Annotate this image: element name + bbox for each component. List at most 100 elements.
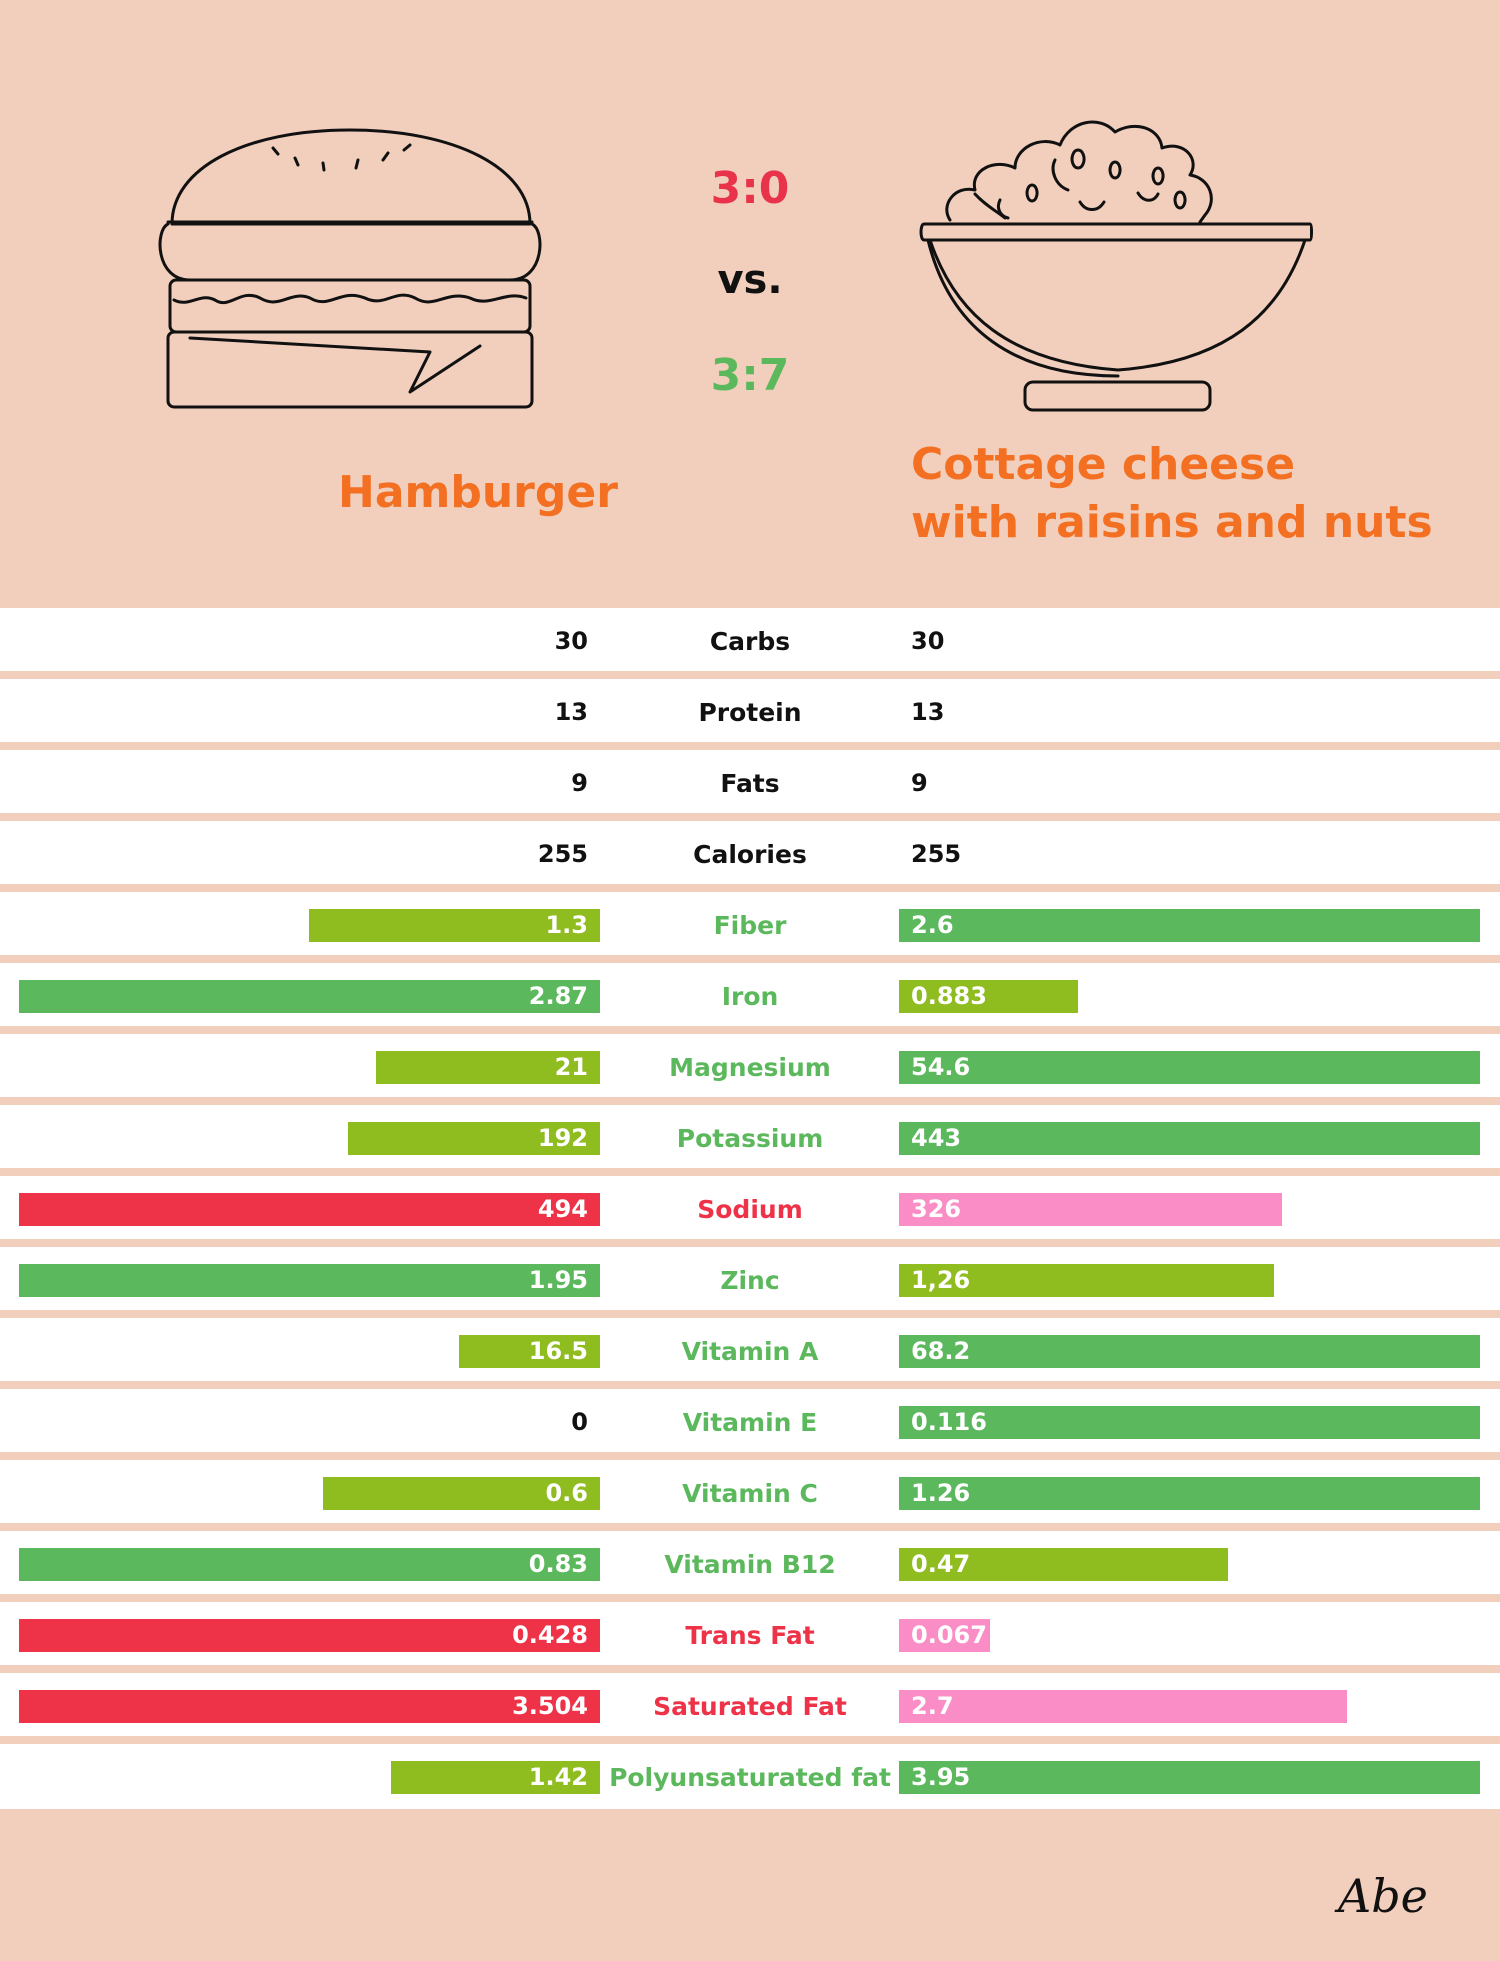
hamburger-icon: [158, 128, 542, 409]
header: 3:0 vs. 3:7 Hamburger Cottage cheese wit…: [0, 0, 1500, 608]
table-row: 2.87 Iron 0.883: [0, 963, 1500, 1034]
svg-text:Abe: Abe: [1334, 1869, 1428, 1923]
table-row: 13 Protein 13: [0, 679, 1500, 750]
nutrient-label: Calories: [693, 840, 807, 869]
table-row: 1.95 Zinc 1,26: [0, 1247, 1500, 1318]
nutrient-label: Protein: [698, 698, 802, 727]
hamburger-value: 3.504: [512, 1692, 588, 1720]
cottage-cheese-bar: [899, 1619, 990, 1652]
nutrient-label: Carbs: [709, 627, 791, 656]
table-row: 494 Sodium 326: [0, 1176, 1500, 1247]
nutrient-label: Trans Fat: [685, 1621, 815, 1650]
hamburger-value: 2.87: [528, 982, 588, 1010]
hamburger-bar: [376, 1051, 600, 1084]
cottage-cheese-bar: [899, 1335, 1480, 1368]
cottage-cheese-bar: [899, 1548, 1228, 1581]
cottage-cheese-value: 54.6: [911, 1053, 971, 1081]
cottage-cheese-value: 30: [911, 627, 945, 655]
cottage-cheese-value: 3.95: [911, 1763, 971, 1791]
hamburger-value: 192: [537, 1124, 588, 1152]
table-row: 3.504 Saturated Fat 2.7: [0, 1673, 1500, 1744]
table-row: 1.3 Fiber 2.6: [0, 892, 1500, 963]
cottage-cheese-value: 326: [911, 1195, 962, 1223]
cottage-cheese-bar: [899, 1051, 1480, 1084]
cottage-cheese-value: 1.26: [911, 1479, 971, 1507]
hamburger-value: 1.95: [528, 1266, 588, 1294]
nutrient-label: Potassium: [676, 1124, 824, 1153]
hamburger-bar: [19, 1619, 600, 1652]
nutrient-label: Vitamin C: [682, 1479, 818, 1508]
table-row: 21 Magnesium 54.6: [0, 1034, 1500, 1105]
table-row: 192 Potassium 443: [0, 1105, 1500, 1176]
nutrition-comparison-table: 30 Carbs 30 13 Protein 13 9 Fats 9 255 Calories 255…: [0, 608, 1500, 1809]
hamburger-bar: [19, 1690, 600, 1723]
nutrient-label: Zinc: [720, 1266, 780, 1295]
hamburger-value: 494: [537, 1195, 588, 1223]
hamburger-value: 9: [571, 769, 588, 797]
cottage-cheese-bar: [899, 1690, 1347, 1723]
nutrient-label: Magnesium: [669, 1053, 831, 1082]
cottage-cheese-bar: [899, 1761, 1480, 1794]
nutrient-label: Vitamin A: [681, 1337, 819, 1366]
cottage-cheese-value: 255: [911, 840, 962, 868]
cottage-cheese-title-line2: with raisins and nuts: [911, 497, 1433, 548]
table-row: 30 Carbs 30: [0, 608, 1500, 679]
table-row: 0 Vitamin E 0.116: [0, 1389, 1500, 1460]
hamburger-value: 0.428: [512, 1621, 588, 1649]
hamburger-bar: [309, 909, 600, 942]
hamburger-value: 0.83: [528, 1550, 588, 1578]
nutrient-label: Polyunsaturated fat: [609, 1763, 891, 1792]
hamburger-value: 13: [554, 698, 588, 726]
cottage-cheese-title-line1: Cottage cheese: [911, 439, 1296, 490]
cottage-cheese-value: 1,26: [911, 1266, 971, 1294]
cottage-cheese-bar: [899, 1264, 1274, 1297]
table-row: 1.42 Polyunsaturated fat 3.95: [0, 1744, 1500, 1809]
cottage-cheese-bar: [899, 1122, 1480, 1155]
cottage-cheese-bar: [899, 980, 1078, 1013]
nutrient-label: Fats: [720, 769, 780, 798]
table-row: 16.5 Vitamin A 68.2: [0, 1318, 1500, 1389]
cottage-cheese-title: Cottage cheese with raisins and nuts: [911, 436, 1433, 552]
cottage-cheese-value: 13: [911, 698, 945, 726]
cottage-cheese-value: 0.47: [911, 1550, 971, 1578]
hamburger-value: 0: [571, 1408, 588, 1436]
table-row: 0.6 Vitamin C 1.26: [0, 1460, 1500, 1531]
cottage-cheese-bar: [899, 1406, 1480, 1439]
nutrient-label: Sodium: [697, 1195, 803, 1224]
hamburger-bar: [391, 1761, 600, 1794]
score-cottage-cheese: 3:7: [710, 350, 790, 401]
score-hamburger: 3:0: [710, 163, 790, 214]
hamburger-value: 1.42: [528, 1763, 588, 1791]
hamburger-bar: [19, 980, 600, 1013]
versus-label: vs.: [717, 257, 783, 303]
nutrient-label: Vitamin B12: [664, 1550, 836, 1579]
cottage-cheese-value: 68.2: [911, 1337, 971, 1365]
abe-logo: Abe: [1334, 1869, 1428, 1923]
hamburger-bar: [348, 1122, 600, 1155]
hamburger-bar: [323, 1477, 600, 1510]
hamburger-value: 16.5: [528, 1337, 588, 1365]
table-row: 255 Calories 255: [0, 821, 1500, 892]
table-row: 0.83 Vitamin B12 0.47: [0, 1531, 1500, 1602]
cottage-cheese-value: 0.067: [911, 1621, 987, 1649]
hamburger-bar: [19, 1264, 600, 1297]
cottage-cheese-bar: [899, 909, 1480, 942]
cottage-cheese-bar: [899, 1193, 1282, 1226]
hamburger-title: Hamburger: [338, 467, 618, 518]
hamburger-value: 30: [554, 627, 588, 655]
hamburger-bar: [459, 1335, 600, 1368]
nutrient-label: Fiber: [713, 911, 787, 940]
table-row: 9 Fats 9: [0, 750, 1500, 821]
bowl-of-cottage-cheese-icon: [919, 120, 1313, 412]
hamburger-value: 21: [554, 1053, 588, 1081]
cottage-cheese-bar: [899, 1477, 1480, 1510]
cottage-cheese-value: 443: [911, 1124, 962, 1152]
nutrient-label: Vitamin E: [682, 1408, 818, 1437]
table-row: 0.428 Trans Fat 0.067: [0, 1602, 1500, 1673]
cottage-cheese-value: 0.883: [911, 982, 987, 1010]
hamburger-value: 255: [537, 840, 588, 868]
hamburger-bar: [19, 1548, 600, 1581]
hamburger-value: 1.3: [545, 911, 588, 939]
cottage-cheese-value: 2.6: [911, 911, 954, 939]
nutrient-label: Iron: [721, 982, 779, 1011]
